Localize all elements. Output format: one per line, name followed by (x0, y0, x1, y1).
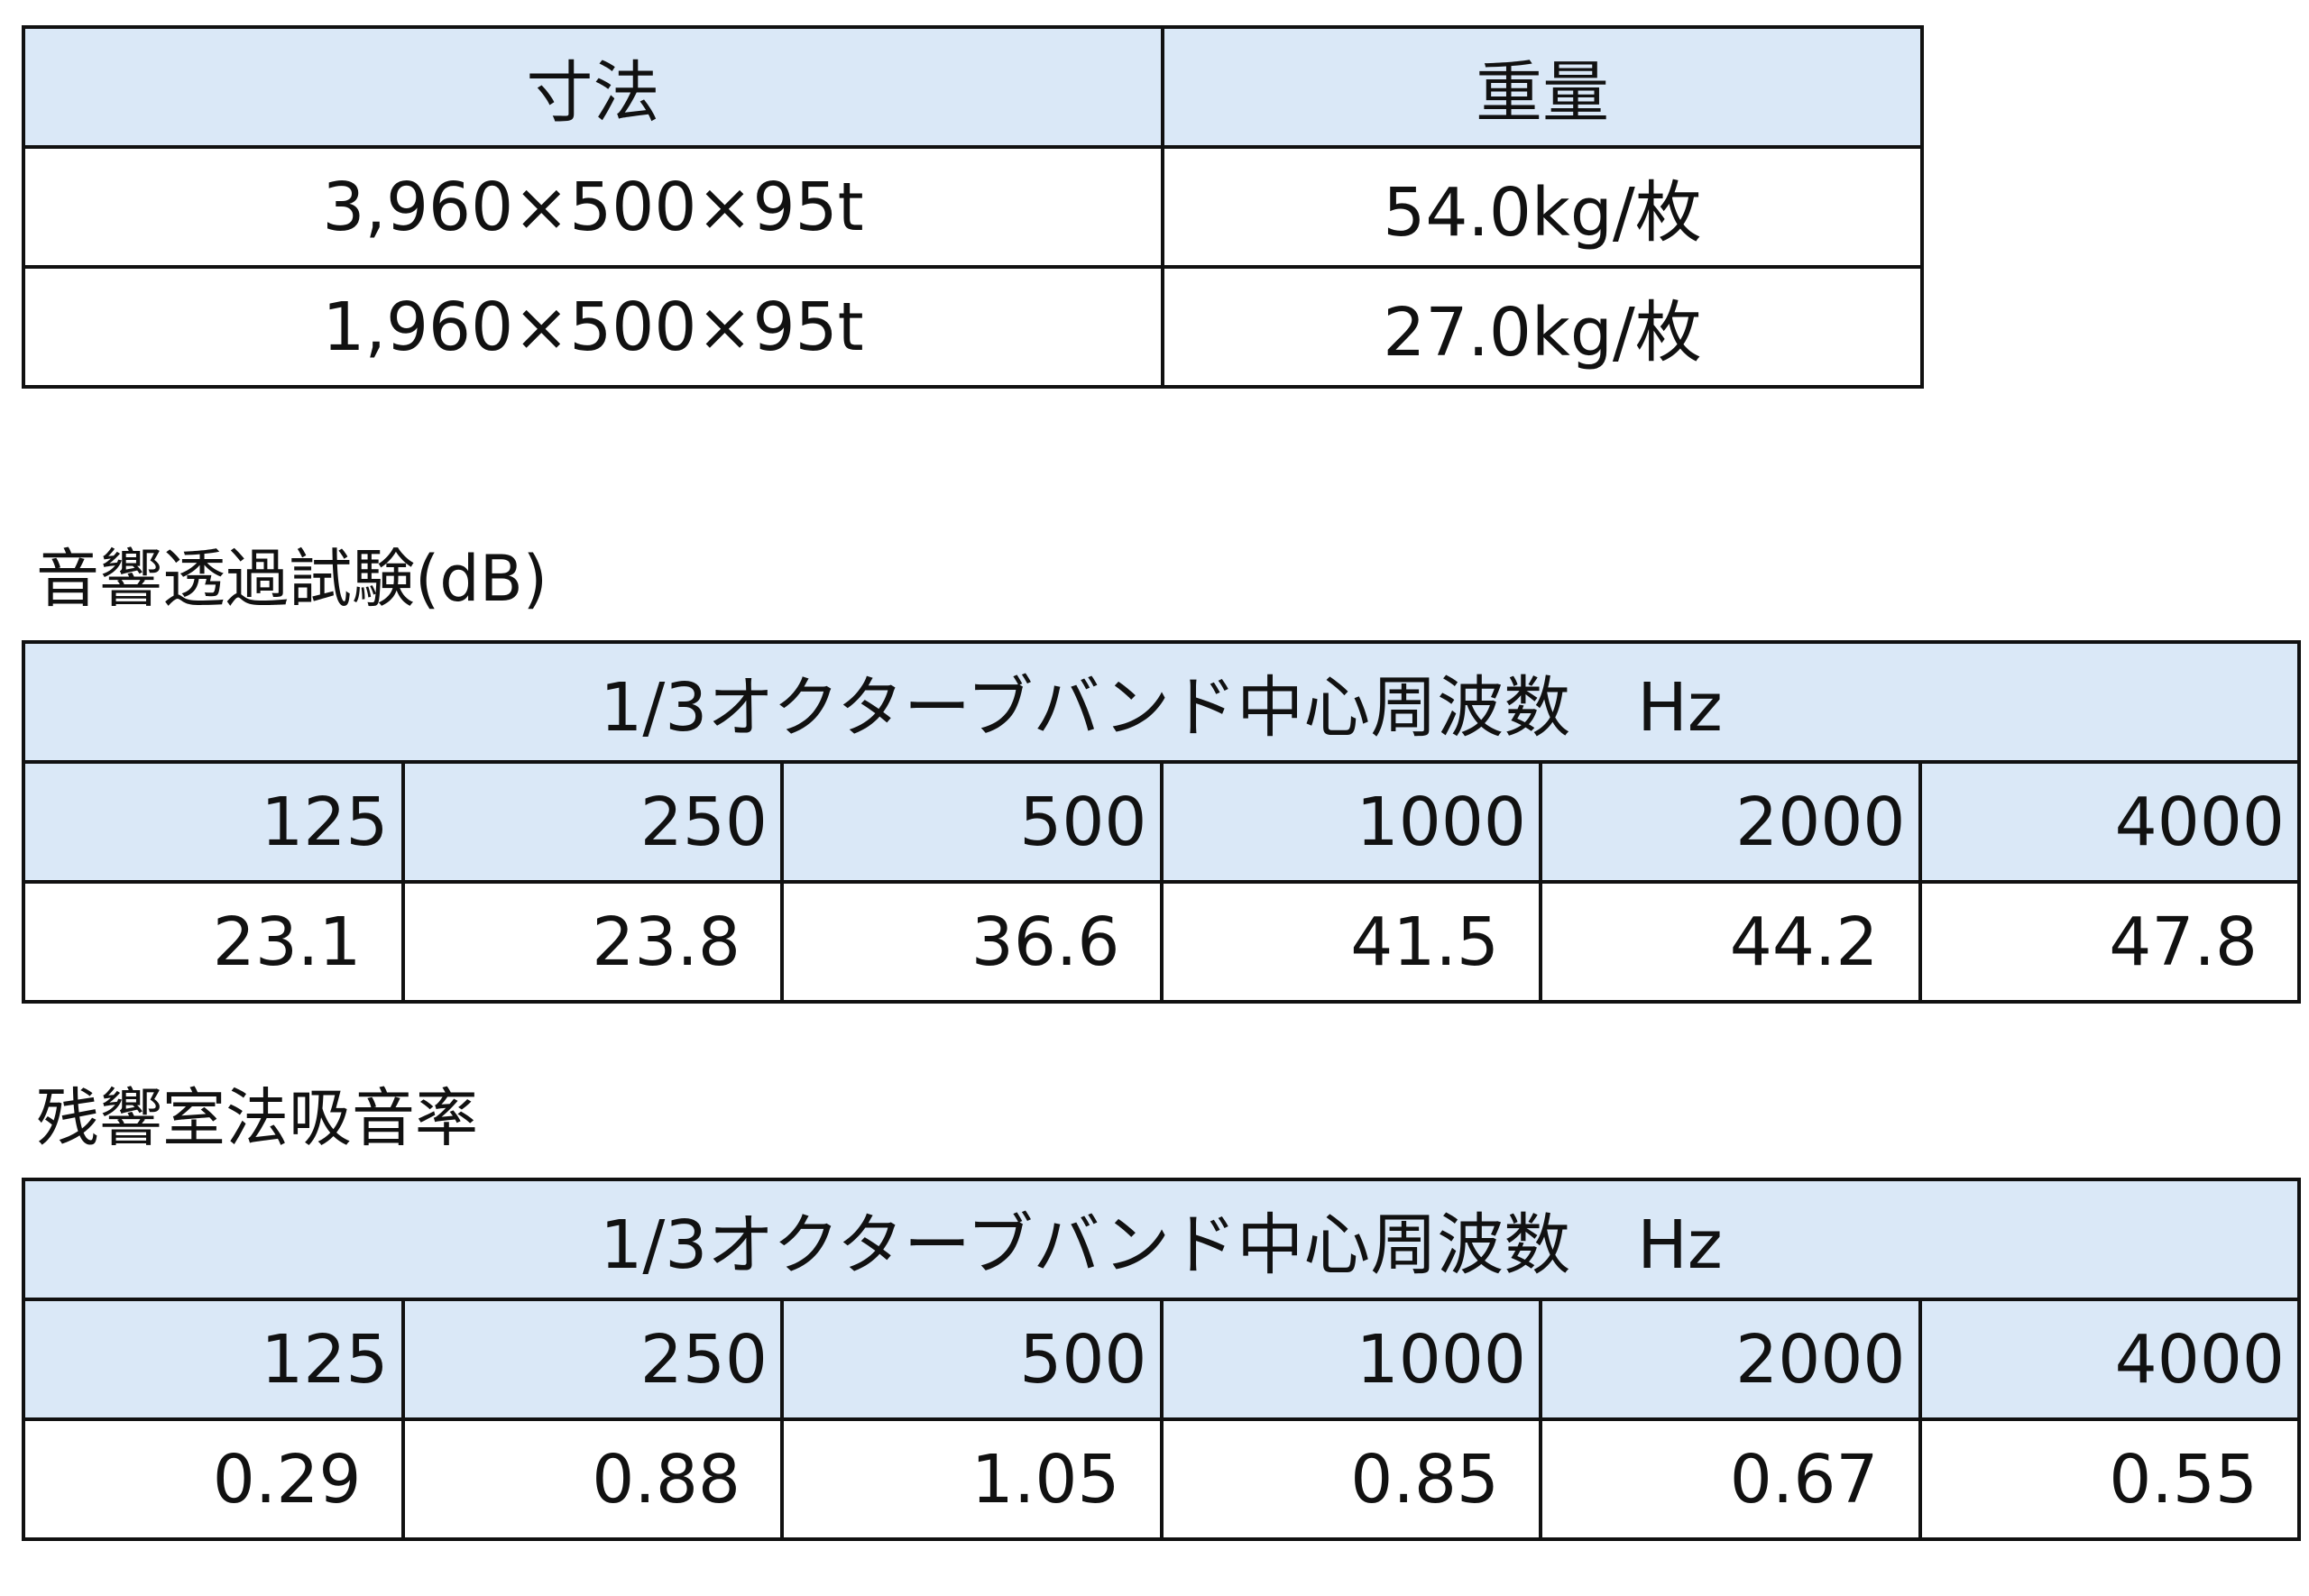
header-cell: 重量 (1161, 25, 1924, 149)
frequency-cell: 125 (22, 760, 405, 884)
cell: 3,960×500×95t (22, 145, 1164, 269)
header-cell: 寸法 (22, 25, 1164, 149)
cell: 54.0kg/枚 (1161, 145, 1924, 269)
value-cell: 0.29 (22, 1417, 405, 1541)
value-cell: 23.8 (400, 880, 784, 1004)
frequency-cell: 250 (400, 760, 784, 884)
cell: 1,960×500×95t (22, 265, 1164, 389)
value-row: 0.29 0.88 1.05 0.85 0.67 0.55 (22, 1417, 2301, 1541)
value-cell: 0.85 (1159, 1417, 1542, 1541)
frequency-cell: 500 (780, 1298, 1164, 1421)
frequency-cell: 4000 (1918, 760, 2301, 884)
frequency-table: 1/3オクターブバンド中心周波数 Hz 125 250 500 1000 2000 4000… (22, 640, 2301, 1004)
value-row: 23.1 23.8 36.6 41.5 44.2 47.8 (22, 880, 2301, 1004)
frequency-table: 1/3オクターブバンド中心周波数 Hz 125 250 500 1000 2000 4000… (22, 1178, 2301, 1541)
header-row: 1/3オクターブバンド中心周波数 Hz (22, 640, 2301, 764)
cell: 27.0kg/枚 (1161, 265, 1924, 389)
frequency-cell: 125 (22, 1298, 405, 1421)
frequency-row: 125 250 500 1000 2000 4000 (22, 760, 2301, 884)
frequency-cell: 1000 (1159, 1298, 1542, 1421)
frequency-row: 125 250 500 1000 2000 4000 (22, 1298, 2301, 1421)
value-cell: 0.88 (400, 1417, 784, 1541)
frequency-cell: 1000 (1159, 760, 1542, 884)
value-cell: 1.05 (780, 1417, 1164, 1541)
frequency-cell: 500 (780, 760, 1164, 884)
frequency-cell: 2000 (1539, 1298, 1922, 1421)
frequency-cell: 4000 (1918, 1298, 2301, 1421)
header-cell: 1/3オクターブバンド中心周波数 Hz (22, 1178, 2301, 1301)
value-cell: 0.55 (1918, 1417, 2301, 1541)
header-row: 1/3オクターブバンド中心周波数 Hz (22, 1178, 2301, 1301)
value-cell: 0.67 (1539, 1417, 1922, 1541)
header-cell: 1/3オクターブバンド中心周波数 Hz (22, 640, 2301, 764)
spec-table: 寸法 重量 3,960×500×95t 54.0kg/枚 1,960×500×95t… (22, 25, 1924, 389)
frequency-cell: 250 (400, 1298, 784, 1421)
frequency-cell: 2000 (1539, 760, 1922, 884)
section-title: 音響透過試験(dB) (36, 542, 548, 616)
value-cell: 47.8 (1918, 880, 2301, 1004)
value-cell: 23.1 (22, 880, 405, 1004)
section-title: 残響室法吸音率 (36, 1081, 478, 1155)
value-cell: 44.2 (1539, 880, 1922, 1004)
value-cell: 41.5 (1159, 880, 1542, 1004)
value-cell: 36.6 (780, 880, 1164, 1004)
